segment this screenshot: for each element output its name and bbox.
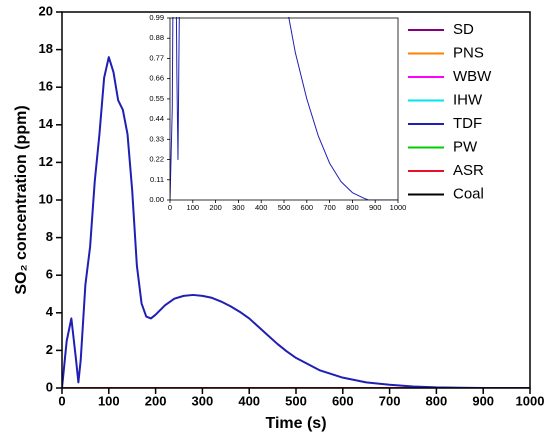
y-tick-label: 0 [46,379,53,394]
x-tick-label: 200 [145,393,167,408]
x-tick-label: 500 [278,203,291,212]
x-tick-label: 1000 [390,203,407,212]
y-tick-label: 8 [46,229,53,244]
legend-label: TDF [453,115,482,132]
y-tick-label: 0.77 [149,53,164,62]
x-tick-label: 400 [238,393,260,408]
y-tick-label: 2 [46,342,53,357]
y-tick-label: 14 [39,116,54,131]
y-tick-label: 12 [39,154,53,169]
x-tick-label: 600 [332,393,354,408]
y-tick-label: 10 [39,191,53,206]
y-tick-label: 0.44 [149,114,164,123]
y-tick-label: 0.00 [149,195,164,204]
x-tick-label: 800 [426,393,448,408]
y-tick-label: 0.33 [149,134,164,143]
series-line [170,17,398,200]
y-tick-label: 0.55 [149,94,164,103]
x-tick-label: 100 [98,393,120,408]
x-tick-label: 100 [187,203,200,212]
y-tick-label: 0.22 [149,155,164,164]
y-tick-label: 6 [46,267,53,282]
legend-label: ASR [453,162,484,179]
x-tick-label: 300 [192,393,214,408]
legend-label: PW [453,138,478,155]
y-tick-label: 16 [39,79,53,94]
y-tick-label: 0.11 [150,175,164,184]
legend-label: PNS [453,44,484,61]
series-group [62,56,530,388]
x-tick-label: 700 [323,203,336,212]
series-line [62,56,530,388]
y-tick-label: 0.99 [149,13,164,22]
y-tick-label: 0.88 [149,33,164,42]
legend-label: SD [453,21,474,38]
x-tick-label: 300 [232,203,245,212]
y-axis-label: SO₂ concentration (ppm) [13,105,30,294]
series-group [170,17,398,200]
x-tick-label: 200 [209,203,222,212]
legend-label: WBW [453,68,492,85]
inset-background [170,18,398,200]
y-tick-label: 20 [39,3,53,18]
legend-label: Coal [453,185,484,202]
x-tick-label: 600 [301,203,314,212]
y-tick-label: 18 [39,41,53,56]
x-tick-label: 400 [255,203,268,212]
y-tick-label: 0.66 [149,74,164,83]
x-axis-label: Time (s) [265,415,326,432]
x-tick-label: 1000 [516,393,545,408]
legend-label: IHW [453,91,483,108]
x-tick-label: 800 [346,203,359,212]
x-tick-label: 700 [379,393,401,408]
y-tick-label: 4 [46,304,54,319]
x-tick-label: 500 [285,393,307,408]
x-tick-label: 0 [168,203,172,212]
x-tick-label: 900 [369,203,382,212]
x-tick-label: 0 [58,393,65,408]
x-tick-label: 900 [472,393,494,408]
